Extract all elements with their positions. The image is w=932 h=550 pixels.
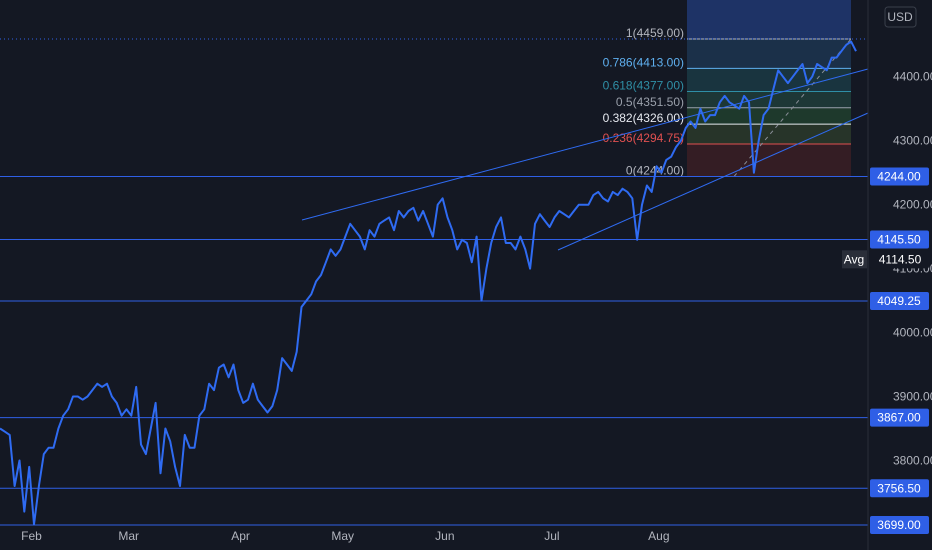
fib-label-0: 0(4244.00) [626,164,684,178]
price-tick-label: 3900.00 [893,390,932,404]
fib-zone-0.786 [687,39,851,69]
fib-zone-0.618 [687,68,851,92]
level-badge-text: 4244.00 [877,170,921,184]
fib-label-0.382: 0.382(4326.00) [603,111,684,125]
price-line [0,40,857,526]
time-tick-label: Jun [435,529,454,543]
fib-extension-zone [687,0,851,40]
price-tick-label: 3800.00 [893,453,932,467]
channel-lower-line[interactable] [557,112,869,251]
avg-tag [842,250,867,269]
fib-zone-0.5 [687,91,851,108]
time-tick-label: Feb [21,529,42,543]
fib-label-0.5: 0.5(4351.50) [616,95,684,109]
price-series [0,40,857,526]
avg-badge [870,250,929,269]
fib-ratio: 0.786 [603,55,633,69]
currency-box[interactable] [884,6,917,28]
fib-label-0.786: 0.786(4413.00) [603,55,684,69]
fib-ratio: 0.382 [603,111,633,125]
fib-ratio: 1 [626,26,633,40]
level-badge [870,479,929,498]
fib-value: 4244.00 [637,164,681,178]
avg-tag-text: Avg [844,252,864,266]
price-tick-label: 4300.00 [893,134,932,148]
time-tick-label: Mar [118,529,139,543]
level-badge [870,167,929,186]
fib-value: 4459.00 [637,26,681,40]
fib-zone-0.382 [687,107,851,125]
fib-value: 4294.75 [637,131,681,145]
time-axis[interactable]: Feb Mar Apr May Jun Jul Aug [21,529,669,543]
level-badge-text: 4145.50 [877,233,921,247]
fib-value: 4377.00 [637,78,681,92]
fib-label-0.618: 0.618(4377.00) [603,78,684,92]
fib-ratio: 0.618 [603,78,633,92]
fib-ratio: 0 [626,164,633,178]
fib-trend-diagonal[interactable] [733,38,852,177]
price-tick-label: 4400.00 [893,70,932,84]
fib-label-1: 1(4459.00) [626,26,684,40]
currency-label: USD [887,10,913,24]
level-badge [870,408,929,427]
level-badge-text: 4049.25 [877,294,921,308]
price-badges: 4244.00 4145.50 4049.25 3867.00 3756.50 3699.… [842,167,929,535]
time-tick-label: Apr [231,529,250,543]
price-axis[interactable]: 3800.003900.004000.004100.004200.004300.… [867,0,932,550]
fib-ratio: 0.5 [616,95,633,109]
trend-channel[interactable] [301,68,869,251]
fibonacci-retracement[interactable]: 1(4459.00)0.786(4413.00)0.618(4377.00)0.… [603,0,852,178]
channel-upper-line[interactable] [301,68,869,221]
fib-zone-0 [687,144,851,177]
fib-value: 4351.50 [637,95,681,109]
time-tick-label: Jul [544,529,559,543]
level-badge [870,516,929,535]
level-badge-text: 3699.00 [877,518,921,532]
fib-ratio: 0.236 [603,131,633,145]
fib-value: 4413.00 [637,55,681,69]
level-badge-text: 3867.00 [877,411,921,425]
fib-value: 4326.00 [637,111,681,125]
time-tick-label: May [331,529,354,543]
fib-zone-0.236 [687,124,851,145]
price-tick-label: 4000.00 [893,326,932,340]
level-badge [870,230,929,249]
price-tick-label: 4200.00 [893,198,932,212]
avg-badge-text: 4114.50 [879,252,922,266]
fib-label-0.236: 0.236(4294.75) [603,131,684,145]
level-badge [870,292,929,311]
level-badge-text: 3756.50 [877,481,921,495]
time-tick-label: Aug [648,529,669,543]
